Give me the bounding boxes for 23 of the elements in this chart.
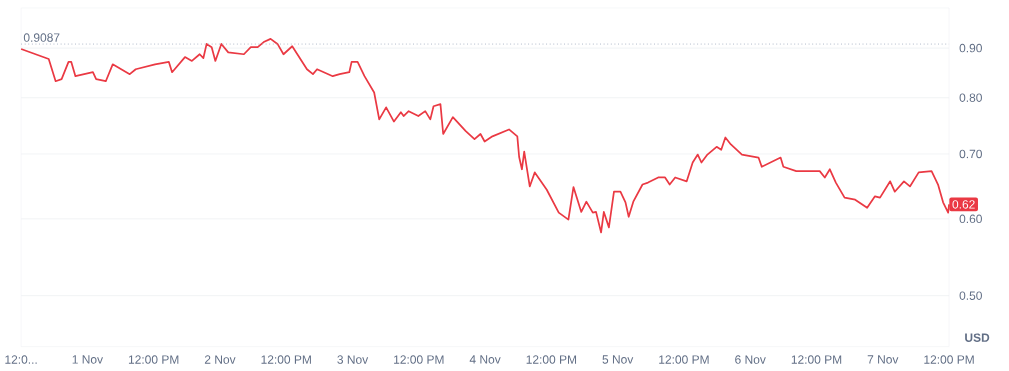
- x-tick-label: 12:00 PM: [394, 355, 444, 365]
- x-tick-label: 1 Nov: [72, 355, 103, 364]
- x-tick-label: 12:00 PM: [791, 355, 842, 365]
- x-tick-label: 12:0...: [5, 355, 37, 365]
- x-tick-label: 12:00 PM: [526, 355, 577, 365]
- annotation: 0.62: [952, 200, 975, 209]
- y-tick-label: 0.50: [959, 291, 982, 301]
- ref-line-label: 0.9087: [23, 33, 60, 43]
- x-tick-label: 4 Nov: [469, 355, 501, 364]
- x-tick-label: 12:00 PM: [924, 355, 974, 365]
- y-axis-title: USD: [965, 333, 990, 343]
- y-tick-label: 0.70: [959, 149, 982, 159]
- y-tick-label: 0.60: [959, 214, 982, 224]
- x-tick-label: 7 Nov: [867, 355, 899, 364]
- x-tick-label: 5 Nov: [602, 355, 634, 364]
- y-tick-label: 0.80: [959, 93, 982, 103]
- x-tick-label: 12:00 PM: [261, 355, 311, 365]
- y-tick-label: 0.90: [959, 44, 982, 53]
- x-tick-label: 2 Nov: [204, 355, 236, 365]
- x-tick-label: 12:00 PM: [128, 355, 179, 365]
- x-tick-label: 3 Nov: [337, 355, 369, 365]
- x-tick-label: 12:00 PM: [659, 355, 709, 365]
- x-tick-label: 6 Nov: [735, 355, 766, 365]
